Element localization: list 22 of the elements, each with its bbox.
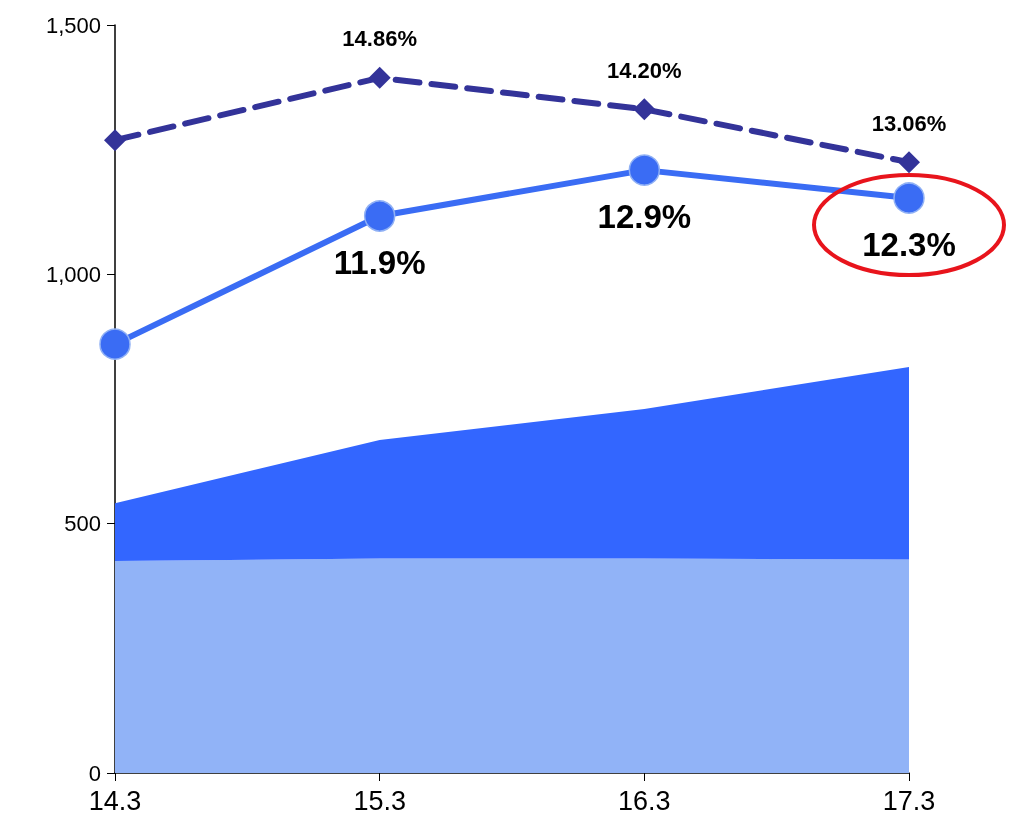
annotation: 14.86% <box>342 26 417 52</box>
point <box>893 182 925 214</box>
point <box>633 98 656 121</box>
point <box>628 154 661 186</box>
y-tick-label: 1,000 <box>45 261 101 287</box>
x-tick-label: 14.3 <box>88 785 142 816</box>
y-tick-label: 500 <box>64 511 101 537</box>
point <box>898 151 920 174</box>
x-tick-label: 15.3 <box>353 785 406 816</box>
point <box>363 200 396 232</box>
point <box>368 66 391 89</box>
annotation: 12.3% <box>862 226 956 264</box>
point <box>99 328 131 360</box>
annotation: 14.20% <box>607 57 682 83</box>
y-tick-label: 1,500 <box>45 12 101 38</box>
x-tick-label: 17.3 <box>882 785 936 816</box>
y-tick-label: 0 <box>88 760 101 786</box>
annotation: 12.9% <box>597 198 692 236</box>
annotation: 11.9% <box>333 243 426 281</box>
annotation: 13.06% <box>871 110 947 136</box>
x-tick-label: 16.3 <box>618 785 671 816</box>
point <box>104 129 126 152</box>
